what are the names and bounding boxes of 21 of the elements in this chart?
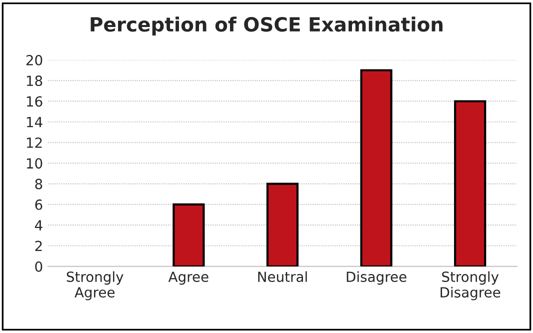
y-tick-label: 4 [34, 220, 42, 230]
y-tick-label: 2 [35, 240, 42, 252]
y-tick-label: 0 [35, 261, 42, 272]
chart-title: Perception of OSCE Examination [90, 16, 442, 36]
y-tick-label: 6 [35, 199, 42, 210]
x-tick-label: Disagree [346, 271, 406, 285]
x-tick-label: Strongly Disagree [440, 271, 500, 300]
x-tick-label: Neutral [258, 271, 307, 282]
y-tick-label: 18 [26, 76, 42, 86]
y-tick-label: 12 [26, 137, 42, 148]
y-tick-label: 14 [26, 117, 42, 128]
bar [172, 203, 205, 266]
x-tick-label: Agree [168, 272, 208, 285]
y-tick-label: 10 [26, 158, 42, 169]
y-tick-label: 8 [35, 178, 42, 190]
y-tick-label: 20 [26, 54, 42, 66]
bar [360, 69, 392, 266]
bar [266, 182, 299, 266]
y-tick-label: 16 [26, 96, 42, 107]
bar [454, 100, 486, 266]
x-tick-label: Strongly Agree [66, 271, 124, 300]
